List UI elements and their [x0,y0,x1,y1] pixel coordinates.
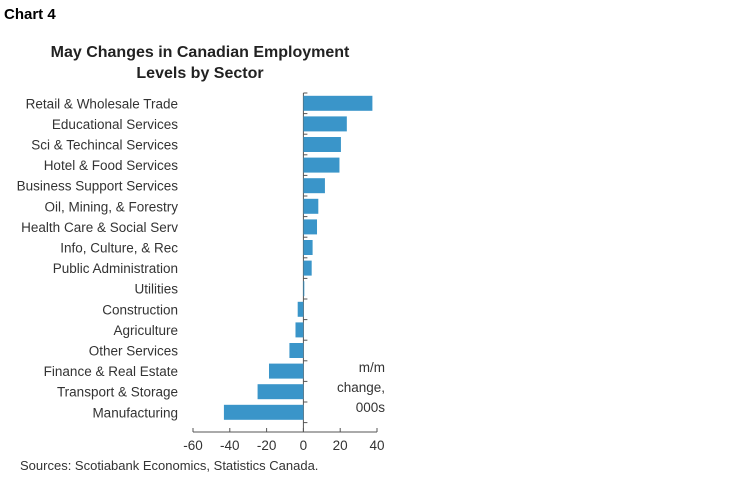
bar-6 [303,219,318,235]
category-label: Finance & Real Estate [44,364,178,379]
bar-5 [303,198,319,214]
category-label: Transport & Storage [57,385,178,400]
category-label: Other Services [89,344,179,359]
category-label: Info, Culture, & Rec [60,241,178,256]
category-label: Sci & Techincal Services [31,138,178,153]
bar-8 [303,260,312,276]
category-label: Agriculture [113,323,178,338]
category-label: Utilities [134,282,178,297]
bar-1 [303,116,347,132]
bar-12 [289,343,304,358]
bar-11 [295,322,304,338]
category-label: Retail & Wholesale Trade [26,96,178,111]
units-annotation: m/m [359,360,385,375]
bar-10 [297,301,304,317]
bar-4 [303,178,325,194]
x-tick-label: 0 [300,438,308,453]
source-note: Sources: Scotiabank Economics, Statistic… [20,458,319,473]
category-label: Public Administration [53,261,178,276]
chart-title-line: May Changes in Canadian Employment [50,44,350,61]
x-tick-label: -20 [257,438,277,453]
category-label: Oil, Mining, & Forestry [44,199,178,214]
bar-9 [303,281,305,297]
chart-number: Chart 4 [4,6,56,23]
bar-7 [303,240,313,255]
bar-2 [303,137,341,152]
units-annotation: 000s [356,400,386,415]
x-tick-label: 20 [333,438,348,453]
category-label: Construction [102,302,178,317]
category-label: Health Care & Social Serv [21,220,178,235]
bar-14 [257,384,304,400]
category-label: Hotel & Food Services [44,158,179,173]
x-tick-label: 40 [369,438,384,453]
bar-3 [303,157,340,173]
category-label: Manufacturing [92,405,178,420]
category-label: Business Support Services [17,179,179,194]
chart-title: May Changes in Canadian Employment Level… [20,42,380,84]
bar-13 [268,363,304,379]
bar-0 [303,95,373,111]
x-tick-label: -60 [183,438,203,453]
x-tick-label: -40 [220,438,240,453]
bar-15 [223,404,304,420]
category-label: Educational Services [52,117,178,132]
units-annotation: change, [337,380,385,395]
chart-title-line: Levels by Sector [136,65,264,82]
